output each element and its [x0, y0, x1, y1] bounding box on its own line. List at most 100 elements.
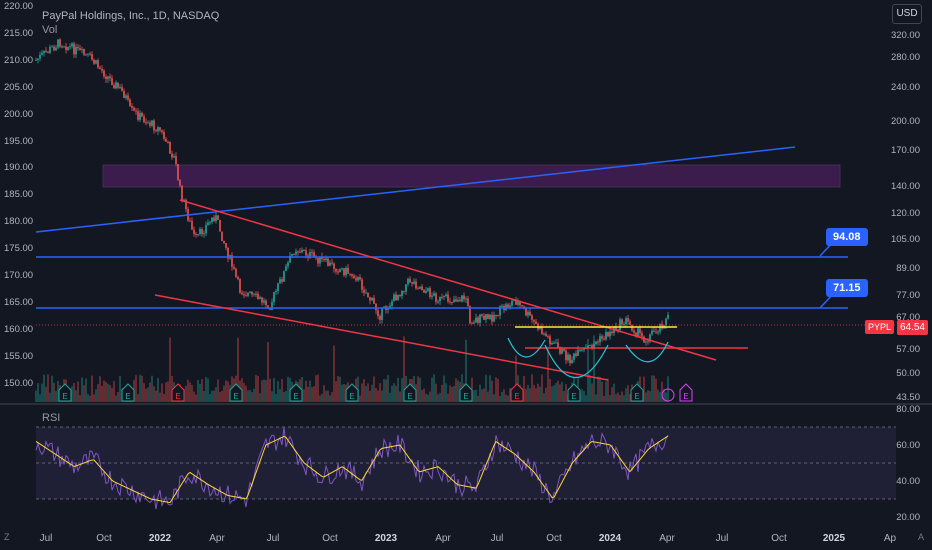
candle-body	[223, 240, 225, 244]
candle-body	[61, 46, 63, 48]
earnings-marker[interactable]	[403, 383, 417, 402]
candle-body	[285, 266, 287, 272]
earnings-marker[interactable]	[567, 383, 581, 402]
candle-body	[149, 122, 151, 126]
axis-edge-right[interactable]: A	[917, 532, 924, 542]
earnings-marker[interactable]	[171, 383, 185, 402]
x-axis-tick: 2023	[374, 533, 398, 544]
volume-bar	[245, 385, 247, 402]
candle-body	[291, 254, 293, 256]
volume-bar	[611, 387, 613, 402]
candle-body	[571, 359, 573, 364]
candle-body	[113, 85, 115, 89]
candle-body	[583, 347, 585, 350]
level-callout-high[interactable]: 94.08	[826, 228, 868, 246]
candle-body	[609, 331, 611, 337]
volume-bar	[143, 383, 145, 402]
right-axis-tick: 57.00	[896, 344, 920, 355]
candle-body	[241, 292, 243, 295]
volume-bar	[313, 386, 315, 402]
candle-body	[407, 278, 409, 285]
candle-body	[459, 299, 461, 302]
candle-body	[251, 291, 253, 295]
earnings-marker[interactable]	[630, 383, 644, 402]
left-tick-label: 205.00	[4, 81, 34, 93]
volume-bar	[549, 379, 551, 402]
x-axis-tick: Oct	[322, 533, 338, 544]
volume-bar	[137, 394, 139, 402]
volume-bar	[95, 389, 97, 402]
candle-body	[649, 334, 651, 342]
candle-body	[427, 288, 429, 291]
earnings-marker[interactable]	[58, 383, 72, 402]
earnings-marker[interactable]	[459, 383, 473, 402]
candle-body	[483, 315, 485, 320]
candle-body	[253, 293, 255, 295]
x-axis-tick: 2024	[598, 533, 622, 544]
candle-body	[127, 95, 129, 100]
candle-body	[641, 333, 643, 337]
candle-body	[245, 295, 247, 297]
volume-bar	[403, 336, 405, 402]
candle-body	[623, 324, 625, 326]
volume-bar	[455, 378, 457, 402]
volume-bar	[193, 391, 195, 402]
volume-bar	[223, 385, 225, 402]
candle-body	[639, 328, 641, 334]
volume-bar	[267, 341, 269, 402]
volume-bar	[647, 390, 649, 402]
earnings-marker[interactable]	[121, 383, 135, 402]
left-tick-label: 200.00	[4, 108, 34, 120]
earnings-marker[interactable]	[510, 383, 524, 402]
dividend-icon[interactable]	[661, 388, 675, 402]
volume-bar	[327, 390, 329, 402]
earnings-marker[interactable]	[229, 383, 243, 402]
candle-body	[243, 294, 245, 296]
level-callout-low[interactable]: 71.15	[826, 279, 868, 297]
candle-body	[93, 59, 95, 64]
candle-body	[293, 254, 295, 256]
earnings-marker[interactable]	[679, 383, 693, 402]
volume-bar	[651, 375, 653, 402]
candle-body	[527, 311, 529, 316]
currency-button[interactable]: USD	[892, 4, 922, 24]
candle-body	[463, 295, 465, 300]
candle-body	[47, 51, 49, 53]
volume-bar	[451, 386, 453, 402]
volume-bar	[343, 384, 345, 402]
candle-body	[363, 289, 365, 293]
earnings-marker[interactable]	[289, 383, 303, 402]
volume-bar	[325, 390, 327, 402]
candle-body	[107, 76, 109, 80]
volume-bar	[117, 391, 119, 402]
volume-bar	[615, 394, 617, 402]
candle-body	[651, 330, 653, 335]
volume-bar	[101, 385, 103, 402]
candle-body	[347, 267, 349, 274]
volume-bar	[503, 389, 505, 402]
volume-bar	[329, 395, 331, 402]
candle-body	[507, 304, 509, 308]
candle-body	[159, 127, 161, 131]
volume-bar	[287, 376, 289, 402]
candle-body	[69, 46, 71, 48]
candle-body	[87, 53, 89, 55]
candle-body	[361, 279, 363, 290]
volume-bar	[151, 375, 153, 402]
candle-body	[145, 122, 147, 124]
volume-bar	[49, 392, 51, 402]
volume-bar	[543, 393, 545, 402]
volume-bar	[197, 380, 199, 402]
volume-bar	[337, 375, 339, 402]
earnings-marker[interactable]	[345, 383, 359, 402]
volume-bar	[433, 374, 435, 402]
candle-body	[655, 331, 657, 333]
volume-bar	[645, 392, 647, 402]
candle-body	[333, 263, 335, 269]
axis-edge-left[interactable]: Z	[4, 532, 10, 542]
candle-body	[543, 333, 545, 335]
candle-body	[457, 299, 459, 302]
candle-body	[189, 220, 191, 222]
volume-bar	[93, 394, 95, 402]
